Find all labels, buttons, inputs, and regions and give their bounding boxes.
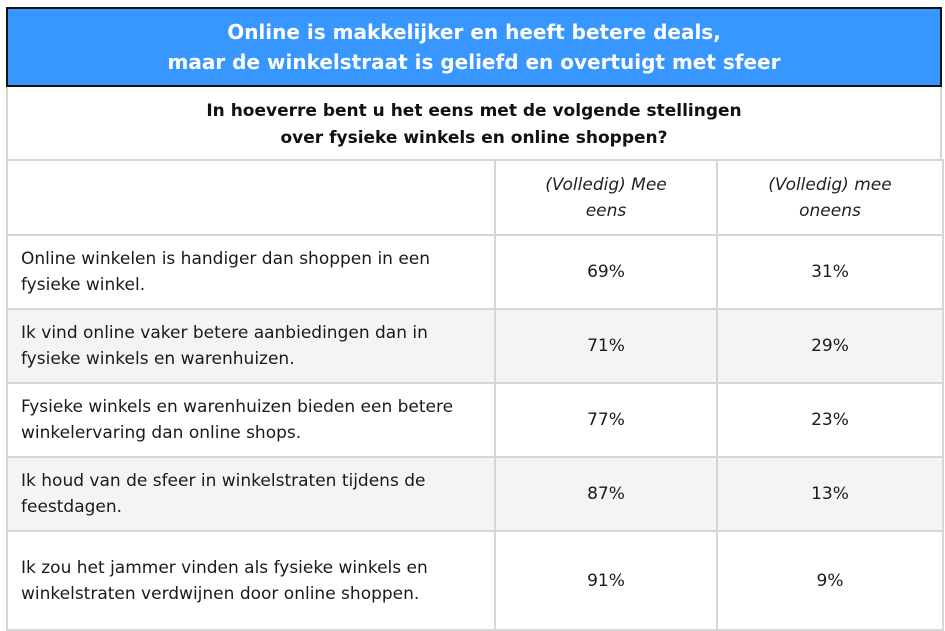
- header-row: (Volledig) Mee eens (Volledig) mee oneen…: [6, 159, 944, 236]
- statement-cell: Ik houd van de sfeer in winkelstraten ti…: [6, 456, 496, 532]
- table-row: Online winkelen is handiger dan shoppen …: [6, 234, 944, 310]
- header-agree: (Volledig) Mee eens: [494, 159, 718, 236]
- statement-cell: Ik zou het jammer vinden als fysieke win…: [6, 530, 496, 631]
- disagree-cell: 31%: [716, 234, 944, 310]
- statement-cell: Fysieke winkels en warenhuizen bieden ee…: [6, 382, 496, 458]
- agree-cell: 77%: [494, 382, 718, 458]
- survey-table-card: Online is makkelijker en heeft betere de…: [6, 7, 944, 631]
- agree-cell: 87%: [494, 456, 718, 532]
- agree-cell: 91%: [494, 530, 718, 631]
- disagree-cell: 13%: [716, 456, 944, 532]
- statement-cell: Ik vind online vaker betere aanbiedingen…: [6, 308, 496, 384]
- header-disagree: (Volledig) mee oneens: [716, 159, 944, 236]
- results-table: (Volledig) Mee eens (Volledig) mee oneen…: [6, 159, 944, 631]
- table-row: Fysieke winkels en warenhuizen bieden ee…: [6, 382, 944, 458]
- disagree-cell: 9%: [716, 530, 944, 631]
- agree-cell: 69%: [494, 234, 718, 310]
- table-row: Ik houd van de sfeer in winkelstraten ti…: [6, 456, 944, 532]
- title-line-1: Online is makkelijker en heeft betere de…: [227, 20, 721, 44]
- subtitle-line-2: over fysieke winkels en online shoppen?: [280, 128, 668, 148]
- table-row: Ik vind online vaker betere aanbiedingen…: [6, 308, 944, 384]
- disagree-cell: 23%: [716, 382, 944, 458]
- disagree-cell: 29%: [716, 308, 944, 384]
- statement-cell: Online winkelen is handiger dan shoppen …: [6, 234, 496, 310]
- agree-cell: 71%: [494, 308, 718, 384]
- subtitle-line-1: In hoeverre bent u het eens met de volge…: [206, 101, 742, 121]
- title-line-2: maar de winkelstraat is geliefd en overt…: [167, 50, 781, 74]
- table-row: Ik zou het jammer vinden als fysieke win…: [6, 530, 944, 631]
- title-band: Online is makkelijker en heeft betere de…: [6, 7, 942, 87]
- question-subtitle: In hoeverre bent u het eens met de volge…: [6, 87, 942, 159]
- header-statement: [6, 159, 496, 236]
